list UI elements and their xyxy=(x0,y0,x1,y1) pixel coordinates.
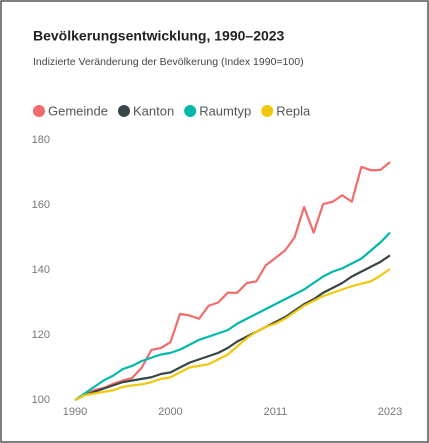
x-tick-label: 2011 xyxy=(264,406,288,418)
legend-label: Kanton xyxy=(133,103,174,118)
legend-label: Raumtyp xyxy=(199,103,251,118)
legend-marker xyxy=(184,105,197,117)
series-line xyxy=(74,268,391,401)
y-tick-label: 140 xyxy=(32,264,50,276)
y-tick-label: 160 xyxy=(32,199,50,211)
x-tick-label: 1990 xyxy=(63,406,87,418)
series-line xyxy=(74,161,391,401)
legend-label: Repla xyxy=(276,103,311,118)
series-line xyxy=(74,254,391,401)
x-tick-label: 2023 xyxy=(378,406,402,418)
chart-title: Bevölkerungsentwicklung, 1990–2023 xyxy=(33,28,285,44)
y-tick-label: 100 xyxy=(32,394,50,406)
legend-label: Gemeinde xyxy=(48,103,108,118)
legend-marker xyxy=(117,105,130,117)
y-tick-label: 120 xyxy=(32,329,50,341)
y-tick-label: 180 xyxy=(32,134,50,146)
x-tick-label: 2000 xyxy=(158,406,182,418)
legend-marker xyxy=(33,105,45,117)
chart-subtitle: Indizierte Veränderung der Bevölkerung (… xyxy=(33,56,304,68)
legend-marker xyxy=(261,105,274,117)
series-line xyxy=(74,231,391,401)
